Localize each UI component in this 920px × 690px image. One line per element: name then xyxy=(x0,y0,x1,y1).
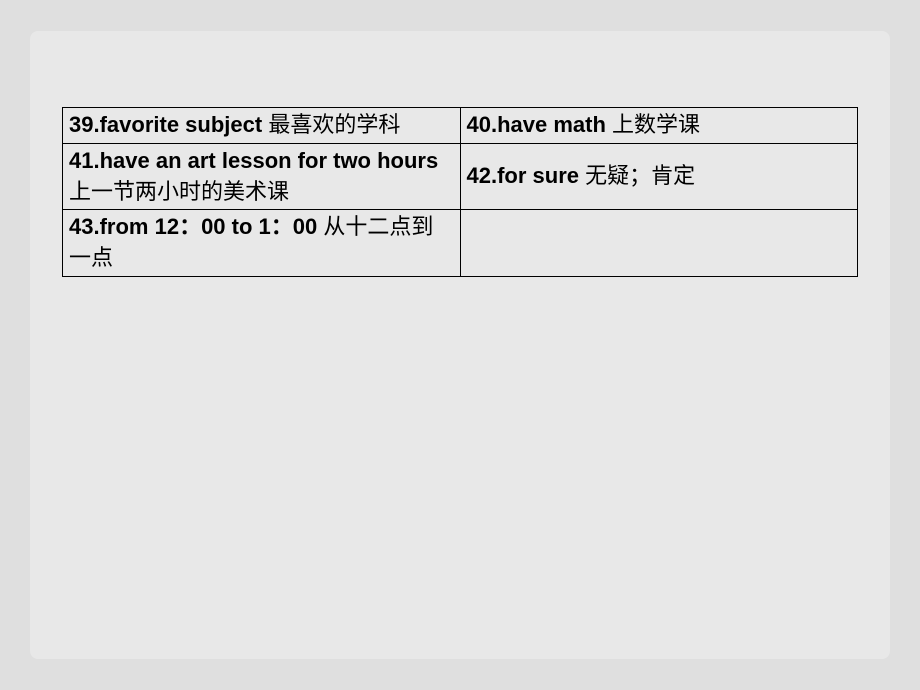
item-number: 42. xyxy=(467,163,498,188)
table-cell xyxy=(460,210,858,277)
item-number: 41. xyxy=(69,148,100,173)
item-chinese: 无疑；肯定 xyxy=(585,163,695,188)
table-cell: 41.have an art lesson for two hours 上一节两… xyxy=(63,143,461,210)
item-english: for sure xyxy=(497,163,579,188)
item-chinese: 上一节两小时的美术课 xyxy=(69,179,289,204)
item-number: 43. xyxy=(69,214,100,239)
table-row: 39.favorite subject 最喜欢的学科 40.have math … xyxy=(63,108,858,144)
item-number: 40. xyxy=(467,112,498,137)
item-english: have an art lesson for two hours xyxy=(100,148,439,173)
table-cell: 39.favorite subject 最喜欢的学科 xyxy=(63,108,461,144)
table-cell: 40.have math 上数学课 xyxy=(460,108,858,144)
table-cell: 42.for sure 无疑；肯定 xyxy=(460,143,858,210)
table-row: 43.from 12：00 to 1：00 从十二点到一点 xyxy=(63,210,858,277)
vocabulary-table: 39.favorite subject 最喜欢的学科 40.have math … xyxy=(62,107,858,277)
item-number: 39. xyxy=(69,112,100,137)
item-chinese: 最喜欢的学科 xyxy=(268,112,400,137)
item-chinese: 上数学课 xyxy=(612,112,700,137)
item-english: favorite subject xyxy=(100,112,263,137)
table-row: 41.have an art lesson for two hours 上一节两… xyxy=(63,143,858,210)
slide-container: 39.favorite subject 最喜欢的学科 40.have math … xyxy=(30,31,890,659)
item-english: from 12：00 to 1：00 xyxy=(100,214,318,239)
table-cell: 43.from 12：00 to 1：00 从十二点到一点 xyxy=(63,210,461,277)
item-english: have math xyxy=(497,112,606,137)
